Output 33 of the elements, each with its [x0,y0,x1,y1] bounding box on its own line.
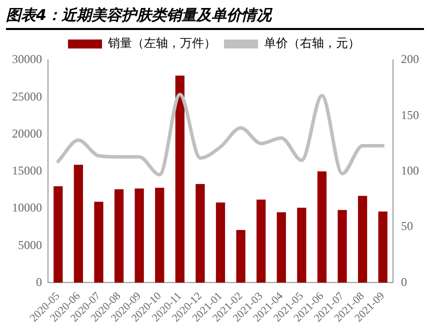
y2-tick-label: 150 [401,108,419,122]
y-tick-label: 30000 [12,52,42,66]
y2-tick-label: 100 [401,164,419,178]
bar [317,171,327,283]
y-tick-label: 25000 [12,89,42,104]
chart-title: 图表4：近期美容护肤类销量及单价情况 [6,6,424,30]
legend-label: 销量（左轴，万件） [107,36,216,50]
bar [134,188,144,283]
bar [358,196,368,283]
bar [114,189,124,283]
bar [256,200,266,283]
bar [338,210,347,283]
legend-label: 单价（右轴，元） [264,36,360,50]
y-tick-label: 0 [36,274,42,289]
y-tick-label: 10000 [12,200,42,215]
bar [155,188,164,283]
bar [94,202,104,283]
bar [378,211,388,283]
y-tick-label: 5000 [18,238,42,252]
bar [175,76,184,283]
bar [196,184,205,283]
y2-tick-label: 0 [401,274,407,289]
bar [216,202,226,283]
y2-tick-label: 50 [401,219,413,234]
y2-tick-label: 200 [401,52,419,66]
bar [276,212,286,283]
bar [297,208,306,283]
bar [236,230,246,283]
y-tick-label: 15000 [12,164,42,178]
bar [54,186,63,283]
bar [74,164,84,283]
y-tick-label: 20000 [12,126,42,140]
line-series [56,92,385,176]
